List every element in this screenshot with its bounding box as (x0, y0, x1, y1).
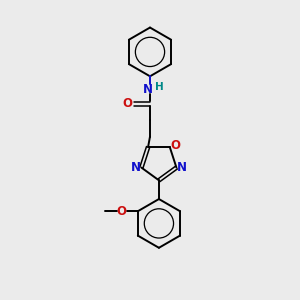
Text: O: O (123, 98, 133, 110)
Text: H: H (155, 82, 164, 92)
Text: N: N (131, 161, 141, 174)
Text: O: O (116, 205, 127, 218)
Text: O: O (170, 139, 180, 152)
Text: N: N (177, 161, 187, 174)
Text: N: N (142, 82, 153, 96)
